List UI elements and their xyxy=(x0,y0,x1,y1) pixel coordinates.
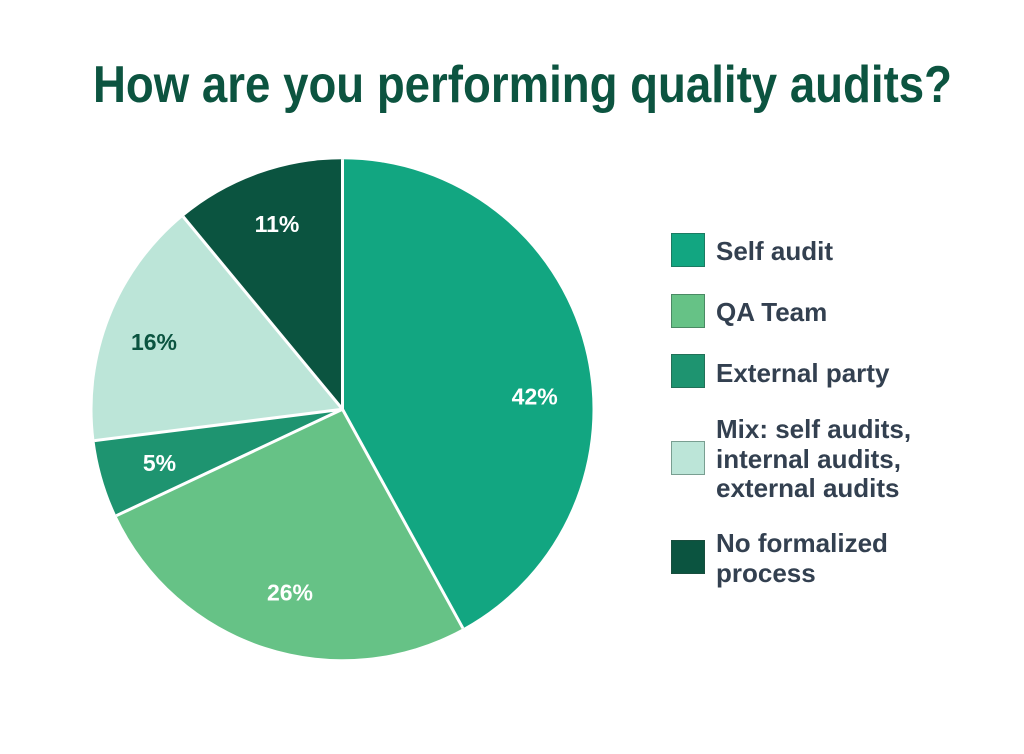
svg-text:16%: 16% xyxy=(131,329,177,355)
svg-text:42%: 42% xyxy=(512,384,558,410)
svg-text:5%: 5% xyxy=(143,450,176,476)
svg-text:26%: 26% xyxy=(267,580,313,606)
svg-text:11%: 11% xyxy=(255,211,300,237)
